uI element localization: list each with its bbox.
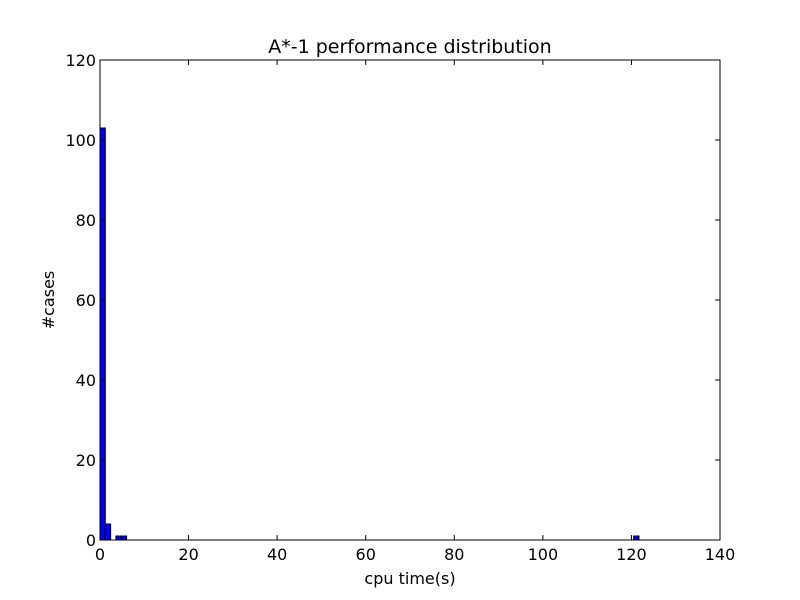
y-tick-label: 100 <box>65 131 96 150</box>
histogram-bar <box>120 535 128 541</box>
y-tick-label: 60 <box>76 291 96 310</box>
bars-group <box>99 127 640 541</box>
x-tick-label: 100 <box>528 545 559 564</box>
y-tick-label: 120 <box>65 51 96 70</box>
y-axis-label: #cases <box>39 271 58 330</box>
y-tick-label: 20 <box>76 451 96 470</box>
x-tick-label: 140 <box>705 545 736 564</box>
x-tick-label: 80 <box>444 545 464 564</box>
x-axis-label: cpu time(s) <box>364 569 455 588</box>
histogram-bar <box>633 535 640 541</box>
x-tick-label: 40 <box>267 545 287 564</box>
x-tick-label: 0 <box>95 545 105 564</box>
histogram-bar <box>99 127 106 541</box>
y-tick-label: 40 <box>76 371 96 390</box>
plot-frame <box>99 59 721 541</box>
y-tick-label: 0 <box>86 531 96 550</box>
x-tick-label: 60 <box>356 545 376 564</box>
ticks-group: 0 20 40 60 80 100 120 140 0 20 40 60 80 100 120 <box>65 51 735 564</box>
x-tick-label: 20 <box>178 545 198 564</box>
histogram-bar <box>104 523 112 541</box>
x-tick-label: 120 <box>616 545 647 564</box>
y-tick-label: 80 <box>76 211 96 230</box>
histogram-bar <box>115 535 122 541</box>
chart-title: A*-1 performance distribution <box>268 36 551 58</box>
